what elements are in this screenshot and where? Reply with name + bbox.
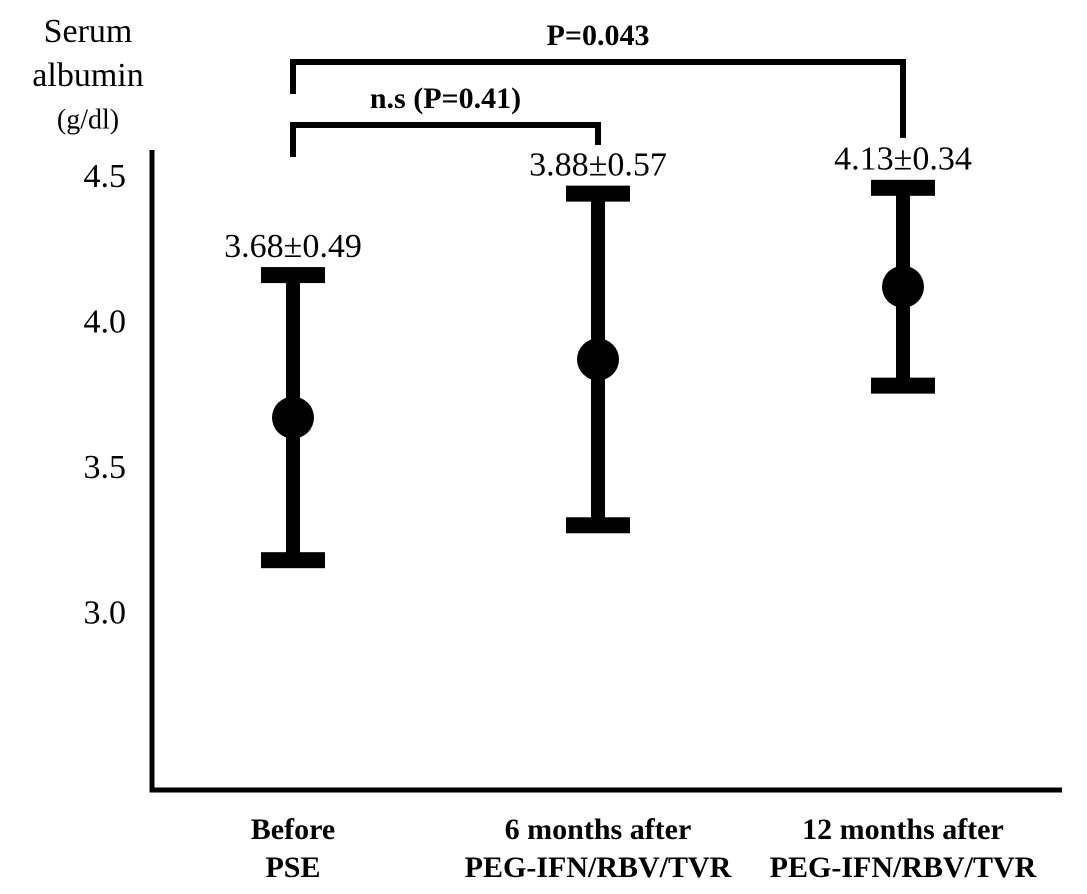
annotation: n.s (P=0.41) <box>370 82 521 115</box>
y-axis-label: (g/dl) <box>57 104 119 135</box>
error-cap <box>566 185 630 202</box>
significance-bracket <box>290 59 906 138</box>
y-tick-label: 3.0 <box>84 594 127 631</box>
x-tick-label: 12 months after <box>802 813 1004 846</box>
y-axis-label: albumin <box>32 57 143 94</box>
y-tick-label: 3.5 <box>84 449 127 486</box>
data-label: 3.88±0.57 <box>529 146 667 183</box>
y-tick-label: 4.0 <box>84 303 127 340</box>
y-tick-label: 4.5 <box>84 158 127 195</box>
data-label: 4.13±0.34 <box>834 141 972 178</box>
x-tick-label: PSE <box>265 851 320 884</box>
mean-marker <box>577 338 619 381</box>
error-cap <box>261 552 325 569</box>
data-label: 3.68±0.49 <box>224 228 362 265</box>
axis <box>149 150 1062 793</box>
x-tick-label: Before <box>251 813 335 846</box>
annotation: P=0.043 <box>547 19 650 52</box>
error-cap <box>871 179 935 196</box>
error-cap <box>261 267 325 284</box>
error-cap <box>871 377 935 394</box>
significance-bracket <box>290 122 601 157</box>
mean-marker <box>882 265 924 308</box>
x-tick-label: PEG-IFN/RBV/TVR <box>770 851 1037 884</box>
x-tick-label: 6 months after <box>505 813 692 846</box>
error-cap <box>566 517 630 534</box>
mean-marker <box>272 396 314 439</box>
y-axis-label: Serum <box>44 13 133 50</box>
x-tick-label: PEG-IFN/RBV/TVR <box>465 851 732 884</box>
